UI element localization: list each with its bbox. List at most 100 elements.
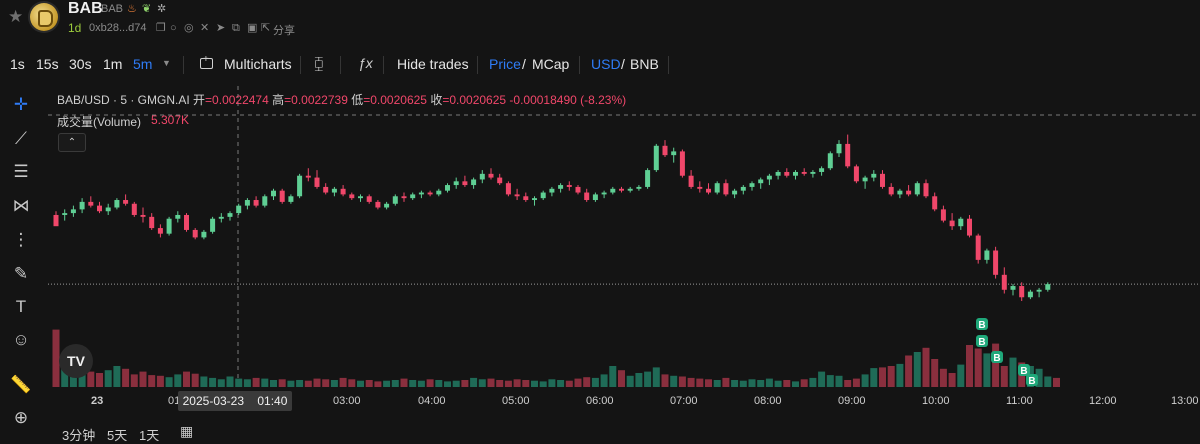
pattern-icon[interactable]: ⋈ [12,196,30,215]
candle-body [880,173,885,187]
candle-body [749,183,755,187]
token-age: 1d [68,21,82,35]
indicator-icon[interactable]: ƒx [358,55,373,71]
volume-bar [548,379,556,387]
candle-body [140,214,146,217]
volume-bar [739,380,747,387]
low-value: =0.0020625 [363,93,427,107]
dev-icon[interactable]: ▣ [247,22,258,34]
volume-bar [983,353,991,387]
calendar-icon[interactable]: ▦ [180,423,194,439]
fib-icon[interactable]: ☰ [13,162,29,181]
candle-body [627,188,633,191]
globe-icon[interactable]: ◎ [184,22,194,34]
interval-15s[interactable]: 15s [36,56,59,72]
volume-bar [339,377,347,387]
candle-body [958,218,964,227]
toolbar-divider [579,56,580,74]
volume-bar [322,379,330,387]
candle-body [505,183,511,195]
brush-icon[interactable]: ✎ [13,264,29,283]
search-icon[interactable]: ○ [170,22,177,34]
candle-body [784,171,790,176]
candlestick-icon[interactable]: ⧮ [314,55,324,72]
share-label[interactable]: 分享 [273,25,295,37]
time-tick: 12:00 [1089,395,1117,407]
candle-body [236,205,242,214]
multicharts-icon[interactable] [200,54,213,69]
candle-body [723,183,729,195]
x-icon[interactable]: ✕ [200,22,210,34]
volume-bar [948,373,956,387]
volume-bar [774,380,782,387]
copy-icon[interactable]: ❐ [156,22,166,34]
candle-body [740,186,746,191]
candle-body [175,214,181,219]
candle-body [384,203,390,208]
price-toggle[interactable]: Price [489,56,521,72]
tradingview-logo: TV [59,344,93,378]
volume-bar [644,371,652,387]
volume-bar [209,377,217,387]
telegram-icon[interactable]: ➤ [216,22,226,34]
volume-bar [626,375,634,387]
range-5d[interactable]: 5天 [107,428,128,443]
volume-bar [252,377,260,387]
interval-1s[interactable]: 1s [10,56,25,72]
buy-marker-label: B [1020,366,1027,377]
bnb-toggle[interactable]: BNB [630,56,659,72]
candle-body [97,205,102,212]
volume-bar [165,377,173,387]
hide-trades-button[interactable]: Hide trades [397,56,469,72]
volume-bar [757,380,765,387]
candle-body [532,198,537,201]
range-3min[interactable]: 3分钟 [62,428,96,443]
interval-1m[interactable]: 1m [103,56,123,72]
crosshair-icon[interactable]: ✛ [13,95,29,114]
candle-body [975,235,981,260]
volume-bar [183,371,190,387]
volume-bar [87,371,95,387]
zoom-icon[interactable]: ⊕ [13,408,29,427]
candle-body [706,188,711,193]
interval-30s[interactable]: 30s [69,56,92,72]
text-icon[interactable]: T [15,297,27,316]
candle-body [906,190,912,195]
volume-bar [922,347,930,387]
time-tick: 05:00 [502,395,530,407]
buy-marker-label: B [978,320,985,331]
range-1d[interactable]: 1天 [139,428,160,443]
token-name: BAB [101,3,124,15]
volume-bar [1035,368,1043,387]
buy-marker-label: B [993,353,1000,364]
multicharts-button[interactable]: Multicharts [224,56,292,72]
volume-bar [478,379,486,387]
volume-bar [913,352,921,387]
contract-address[interactable]: 0xb28...d74 [89,22,147,34]
parallel-lines-icon[interactable]: ⋮ [12,230,30,249]
volume-bar [522,380,530,387]
candle-body [53,214,59,227]
candle-body [410,194,416,199]
trendline-icon[interactable]: ⟋ [15,129,27,148]
candle-body [392,196,398,204]
candle-body [993,250,999,275]
volume-bar [557,380,565,387]
emoji-icon[interactable]: ☺ [12,330,30,349]
link-icon[interactable]: ⧉ [232,22,240,34]
collapse-legend-button[interactable]: ⌃ [58,133,86,152]
candle-body [123,200,129,204]
chevron-down-icon[interactable]: ▼ [162,58,171,68]
interval-5m[interactable]: 5m [133,56,153,72]
time-tick: 03:00 [333,395,361,407]
fire-icon: ♨ [127,3,137,15]
ruler-icon[interactable]: 📏 [10,375,32,394]
mcap-toggle[interactable]: MCap [532,56,570,72]
volume-bar [296,380,304,387]
candle-body [401,196,407,199]
candle-body [418,192,424,195]
star-icon[interactable]: ★ [8,7,24,26]
usd-toggle[interactable]: USD [591,56,621,72]
share-icon[interactable]: ⇱ [261,22,271,34]
